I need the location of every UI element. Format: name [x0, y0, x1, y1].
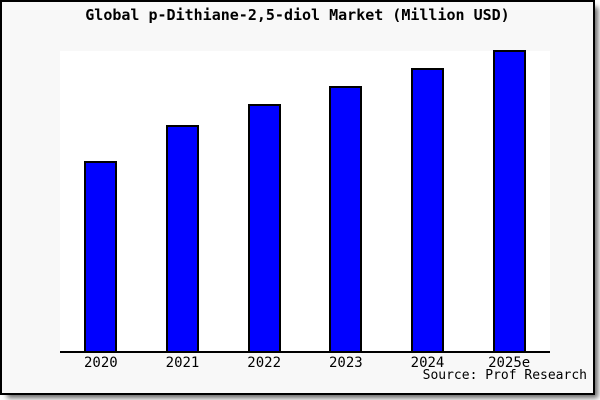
x-tick-label-2021: 2021	[165, 355, 200, 371]
source-credit: Source: Prof Research	[422, 368, 587, 383]
x-tick-label-2024: 2024	[410, 355, 445, 371]
plot-area	[60, 50, 550, 353]
x-tick-label-2023: 2023	[328, 355, 363, 371]
bar-2020	[84, 161, 118, 351]
bar-2023	[329, 86, 363, 351]
bar-2025e	[492, 50, 526, 351]
x-tick-label-2022: 2022	[247, 355, 282, 371]
x-tick-label-2025e: 2025e	[488, 355, 531, 371]
x-tick-label-2020: 2020	[83, 355, 118, 371]
bar-2024	[411, 68, 444, 351]
chart-title: Global p-Dithiane-2,5-diol Market (Milli…	[85, 6, 510, 24]
x-axis-tick-labels: 2020 2021 2022 2023 2024 2025e	[60, 355, 550, 373]
bar-2022	[247, 104, 281, 351]
chart-figure: Global p-Dithiane-2,5-diol Market (Milli…	[0, 0, 595, 395]
bar-2021	[166, 125, 199, 351]
